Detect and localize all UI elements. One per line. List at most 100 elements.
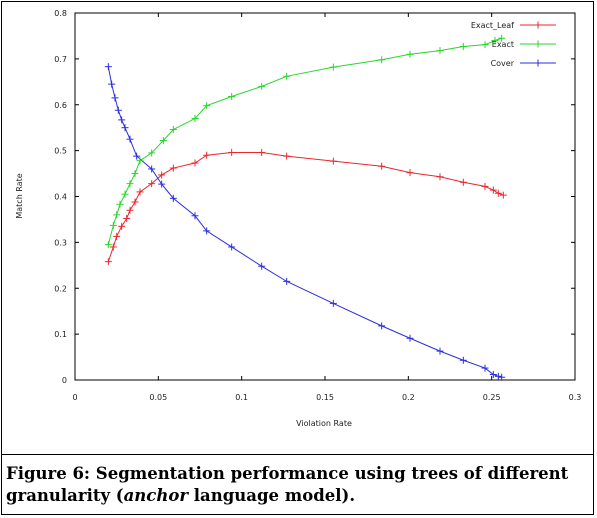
data-point-exact bbox=[258, 82, 266, 90]
data-point-cover bbox=[494, 372, 502, 380]
y-tick-label: 0.4 bbox=[54, 193, 67, 202]
data-point-cover bbox=[118, 116, 126, 124]
data-point-exact-leaf bbox=[136, 188, 144, 196]
data-point-exact bbox=[228, 92, 236, 100]
data-point-exact-leaf bbox=[459, 178, 467, 186]
data-point-exact-leaf bbox=[436, 173, 444, 181]
caption-text-before: Segmentation performance using trees of … bbox=[6, 464, 569, 505]
data-point-cover bbox=[378, 322, 386, 330]
data-point-cover bbox=[283, 277, 291, 285]
data-point-exact bbox=[136, 157, 144, 165]
y-tick-label: 0.2 bbox=[54, 284, 67, 293]
data-point-cover bbox=[121, 124, 129, 132]
data-point-exact bbox=[378, 56, 386, 64]
data-point-cover bbox=[114, 106, 122, 114]
y-axis-title: Match Rate bbox=[15, 173, 24, 218]
legend: Exact_Leaf Exact Cover bbox=[471, 21, 556, 68]
data-point-cover bbox=[126, 135, 134, 143]
data-point-exact bbox=[148, 149, 156, 157]
data-point-exact-leaf bbox=[283, 152, 291, 160]
y-tick-label: 0.1 bbox=[54, 330, 67, 339]
data-point-exact-leaf bbox=[258, 148, 266, 156]
y-tick-label: 0.6 bbox=[54, 101, 67, 110]
data-point-exact-leaf bbox=[104, 258, 112, 266]
data-point-exact-leaf bbox=[406, 169, 414, 177]
data-point-cover bbox=[203, 227, 211, 235]
legend-label-exact: Exact bbox=[492, 40, 514, 49]
y-tick-label: 0.7 bbox=[54, 55, 67, 64]
data-point-cover bbox=[158, 180, 166, 188]
data-point-exact bbox=[109, 221, 117, 229]
data-point-exact bbox=[191, 115, 199, 123]
data-point-cover bbox=[329, 299, 337, 307]
data-point-exact-leaf bbox=[203, 151, 211, 159]
data-point-cover bbox=[498, 373, 506, 381]
y-tick-label: 0.5 bbox=[54, 147, 67, 156]
data-point-exact-leaf bbox=[489, 186, 497, 194]
series-line-exact bbox=[107, 37, 502, 245]
data-point-cover bbox=[459, 356, 467, 364]
data-point-exact-leaf bbox=[481, 182, 489, 190]
data-point-exact bbox=[203, 102, 211, 110]
data-point-cover bbox=[148, 165, 156, 173]
x-tick-label: 0.3 bbox=[569, 393, 582, 402]
data-point-exact bbox=[131, 170, 139, 178]
series-line-exact-leaf bbox=[107, 151, 504, 262]
data-point-exact bbox=[113, 211, 121, 219]
data-point-cover bbox=[481, 364, 489, 372]
data-point-exact bbox=[121, 190, 129, 198]
x-tick-label: 0.25 bbox=[483, 393, 501, 402]
data-point-exact-leaf bbox=[126, 206, 134, 214]
data-point-exact-leaf bbox=[228, 148, 236, 156]
series-line-cover bbox=[107, 66, 502, 378]
data-point-cover bbox=[228, 243, 236, 251]
data-point-exact bbox=[169, 126, 177, 134]
caption-label: Figure 6: bbox=[6, 464, 91, 483]
data-point-exact bbox=[436, 47, 444, 55]
axes: 0 0.05 0.1 0.15 0.2 0.25 0.3 0 0.1 0.2 0.3 0.4 0.5 0.… bbox=[54, 9, 581, 402]
legend-label-exact-leaf: Exact_Leaf bbox=[471, 21, 514, 30]
data-point-exact bbox=[329, 63, 337, 71]
x-tick-label: 0 bbox=[72, 393, 77, 402]
data-point-cover bbox=[489, 370, 497, 378]
data-point-exact-leaf bbox=[123, 215, 131, 223]
data-point-exact bbox=[481, 41, 489, 49]
data-point-exact-leaf bbox=[131, 198, 139, 206]
data-point-exact bbox=[116, 200, 124, 208]
data-point-cover bbox=[111, 94, 119, 102]
plot-frame bbox=[74, 12, 576, 381]
data-point-exact bbox=[459, 42, 467, 50]
y-tick-label: 0.3 bbox=[54, 238, 67, 247]
x-axis-title: Violation Rate bbox=[296, 419, 352, 428]
x-tick-label: 0.2 bbox=[402, 393, 415, 402]
series-lines bbox=[107, 37, 504, 378]
x-tick-label: 0.1 bbox=[235, 393, 248, 402]
data-point-exact-leaf bbox=[378, 162, 386, 170]
legend-label-cover: Cover bbox=[491, 59, 515, 68]
data-point-exact bbox=[126, 180, 134, 188]
x-tick-label: 0.05 bbox=[149, 393, 167, 402]
data-point-exact-leaf bbox=[191, 159, 199, 167]
data-point-cover bbox=[258, 262, 266, 270]
data-point-cover bbox=[406, 334, 414, 342]
data-point-exact bbox=[498, 34, 506, 42]
figure-caption: Figure 6: Segmentation performance using… bbox=[6, 463, 590, 507]
data-point-exact bbox=[159, 137, 167, 145]
data-point-cover bbox=[104, 63, 112, 71]
data-point-exact bbox=[491, 37, 499, 45]
series-markers bbox=[104, 34, 507, 381]
data-point-exact-leaf bbox=[494, 189, 502, 197]
caption-divider bbox=[1, 454, 594, 455]
y-tick-label: 0.8 bbox=[54, 9, 67, 18]
data-point-exact bbox=[406, 50, 414, 58]
data-point-exact-leaf bbox=[158, 171, 166, 179]
caption-emphasis: anchor bbox=[123, 486, 189, 505]
y-tick-label: 0 bbox=[62, 376, 67, 385]
data-point-exact-leaf bbox=[169, 164, 177, 172]
x-tick-label: 0.15 bbox=[316, 393, 334, 402]
data-point-exact bbox=[283, 72, 291, 80]
data-point-cover bbox=[169, 194, 177, 202]
data-point-exact-leaf bbox=[113, 232, 121, 240]
data-point-cover bbox=[191, 212, 199, 220]
